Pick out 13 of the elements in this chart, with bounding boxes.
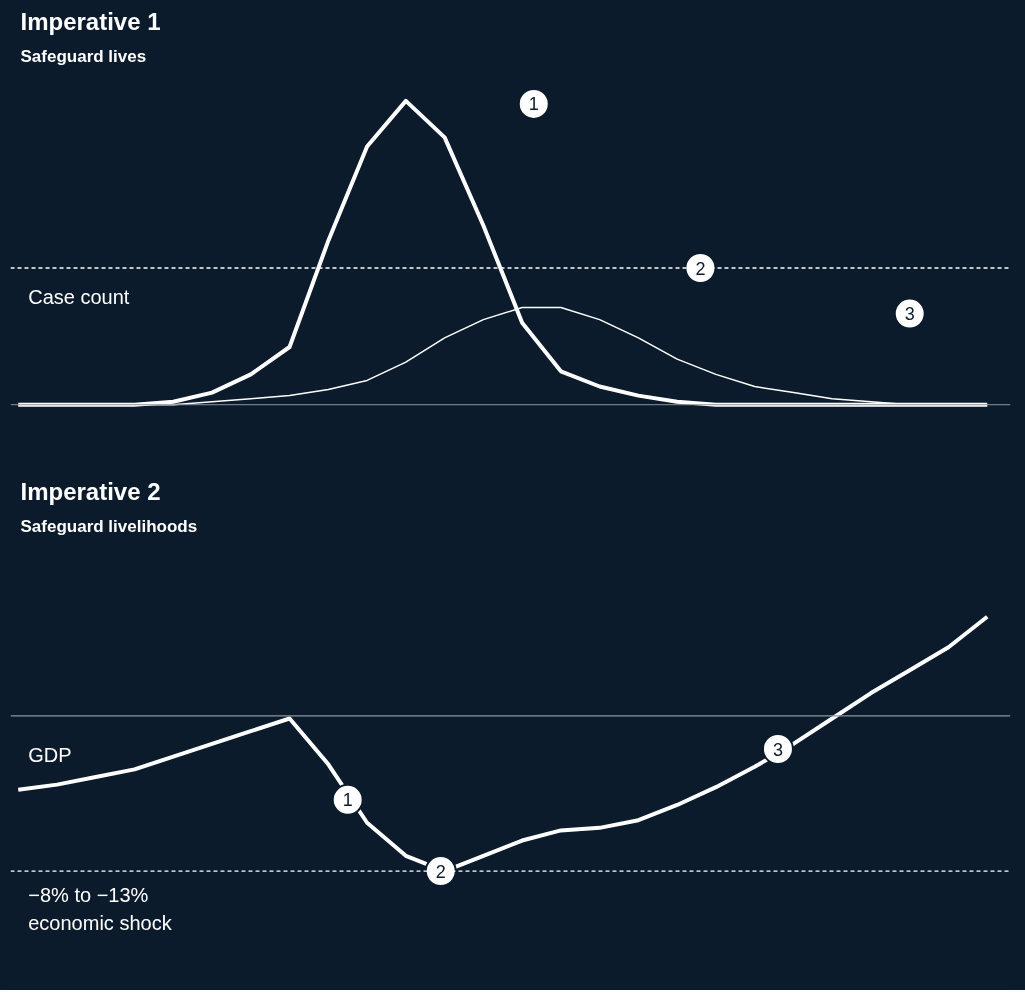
chart-subtitle: Safeguard lives: [20, 46, 147, 66]
annotation: 1: [528, 94, 539, 115]
chart-title: Imperative 2: [20, 477, 161, 505]
annotation: 3: [772, 739, 783, 760]
y-axis-title: GDP: [28, 743, 72, 766]
chart-subtitle: Safeguard livelihoods: [20, 516, 198, 536]
annotation: 2: [695, 258, 706, 279]
annotation: 3: [904, 304, 915, 325]
chart-title: Imperative 1: [20, 7, 161, 35]
annotation: 1: [342, 790, 353, 811]
y-axis-title: Case count: [28, 285, 130, 308]
annotation: 2: [435, 861, 446, 882]
ref-line-label: −8% to −13% economic shock: [28, 884, 173, 935]
